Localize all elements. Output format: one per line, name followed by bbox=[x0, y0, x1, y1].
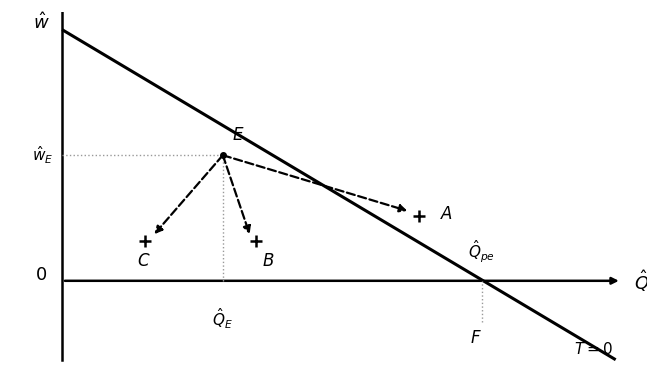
Text: $F$: $F$ bbox=[470, 330, 481, 347]
Text: $\hat{Q}_{pe}$: $\hat{Q}_{pe}$ bbox=[468, 238, 495, 265]
Text: $\hat{Q}$: $\hat{Q}$ bbox=[633, 268, 647, 294]
Text: $\hat{w}$: $\hat{w}$ bbox=[33, 12, 50, 33]
Text: $0$: $0$ bbox=[35, 266, 47, 284]
Text: $A$: $A$ bbox=[440, 206, 453, 223]
Text: $\hat{w}_E$: $\hat{w}_E$ bbox=[32, 144, 54, 166]
Text: $C$: $C$ bbox=[137, 253, 150, 269]
Text: $\hat{Q}_E$: $\hat{Q}_E$ bbox=[212, 306, 234, 331]
Text: $T=0$: $T=0$ bbox=[574, 341, 613, 357]
Text: $B$: $B$ bbox=[261, 253, 274, 269]
Text: $E$: $E$ bbox=[232, 127, 244, 144]
